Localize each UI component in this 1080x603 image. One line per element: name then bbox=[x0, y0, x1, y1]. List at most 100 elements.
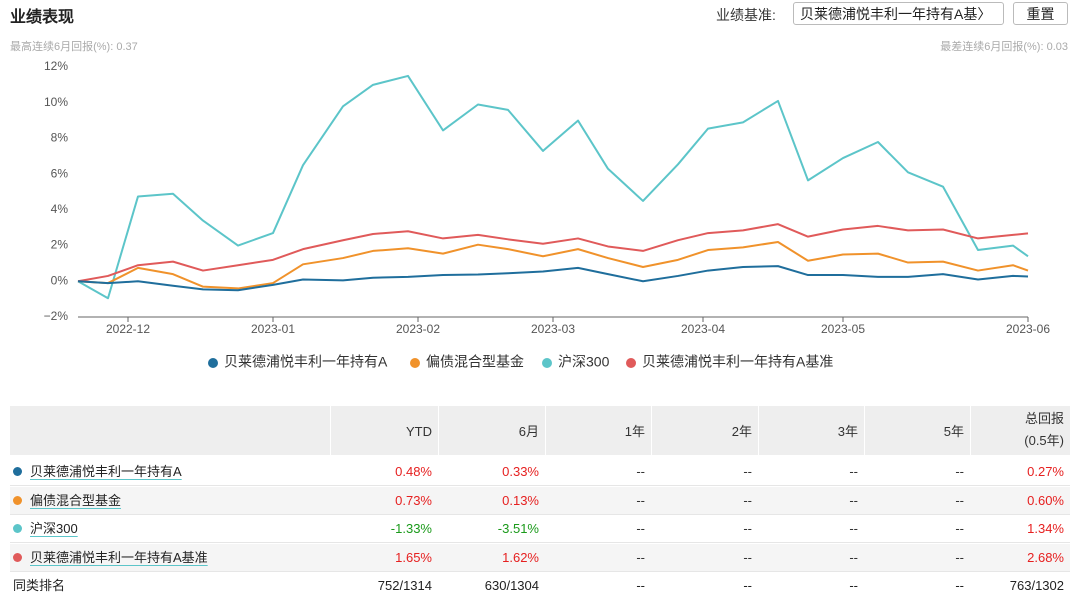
row-value: -- bbox=[743, 549, 752, 565]
legend-dot bbox=[626, 358, 636, 368]
series-line bbox=[77, 241, 1029, 290]
column-header: 2年 bbox=[731, 424, 752, 439]
y-tick-label: −2% bbox=[44, 309, 69, 323]
benchmark-select[interactable]: 贝莱德浦悦丰利一年持有A基〉 bbox=[793, 2, 1004, 25]
row-bg bbox=[10, 543, 1070, 572]
row-dot bbox=[13, 524, 22, 533]
column-header: 总回报 bbox=[1024, 411, 1064, 426]
row-name[interactable]: 贝莱德浦悦丰利一年持有A基准 bbox=[30, 549, 208, 565]
y-tick-label: 8% bbox=[51, 131, 69, 145]
y-tick-label: 10% bbox=[44, 95, 68, 109]
rank-value: 752/1314 bbox=[377, 578, 432, 593]
row-border bbox=[10, 570, 1070, 572]
row-value: 1.65% bbox=[395, 549, 432, 565]
legend-label: 贝莱德浦悦丰利一年持有A bbox=[224, 354, 388, 370]
column-header: 6月 bbox=[518, 424, 539, 439]
column-header: 3年 bbox=[837, 424, 858, 439]
row-name[interactable]: 贝莱德浦悦丰利一年持有A bbox=[30, 464, 182, 479]
y-tick-label: 12% bbox=[44, 59, 68, 73]
rank-value: -- bbox=[955, 578, 964, 593]
legend-dot bbox=[410, 358, 420, 368]
row-value: 0.48% bbox=[395, 464, 432, 479]
col-separator bbox=[330, 406, 331, 455]
y-tick-label: 0% bbox=[51, 273, 69, 287]
row-value: 0.33% bbox=[502, 464, 539, 479]
column-header: (0.5年) bbox=[1024, 433, 1064, 448]
table: YTD 6月 1年 2年 3年 5年 总回报 (0.5年) 贝莱德浦悦丰利一年持有A 0.48% 0… bbox=[10, 406, 1070, 601]
row-value: -- bbox=[955, 549, 964, 565]
col-separator bbox=[651, 406, 652, 455]
row-dot bbox=[13, 495, 22, 505]
row-value: 1.34% bbox=[1027, 521, 1064, 536]
legend-label: 贝莱德浦悦丰利一年持有A基准 bbox=[642, 354, 833, 370]
series-line bbox=[77, 223, 1029, 283]
row-value: 0.73% bbox=[395, 492, 432, 508]
row-value: -- bbox=[743, 492, 752, 508]
row-value: 0.27% bbox=[1027, 464, 1064, 479]
best-6m: 最高连续6月回报(%): 0.37 bbox=[10, 41, 138, 53]
rank-value: 630/1304 bbox=[484, 578, 539, 593]
row-value: -- bbox=[849, 521, 858, 536]
benchmark-label: 业绩基准: bbox=[716, 7, 776, 23]
y-tick-label: 6% bbox=[51, 166, 69, 180]
reset-button[interactable]: 重置 bbox=[1013, 2, 1068, 25]
table-header-bg bbox=[10, 406, 1070, 455]
rank-value: -- bbox=[636, 578, 645, 593]
row-value: -- bbox=[955, 492, 964, 508]
row-name[interactable]: 沪深300 bbox=[30, 521, 78, 536]
row-value: 0.13% bbox=[502, 492, 539, 508]
rank-value: -- bbox=[743, 578, 752, 593]
legend-dot bbox=[208, 358, 218, 368]
row-value: -- bbox=[955, 521, 964, 536]
row-value: -- bbox=[849, 549, 858, 565]
col-separator bbox=[758, 406, 759, 455]
row-value: -- bbox=[636, 464, 645, 479]
x-tick-label: 2023-01 bbox=[251, 322, 295, 336]
row-bg bbox=[10, 486, 1070, 515]
x-tick-label: 2022-12 bbox=[106, 322, 150, 336]
col-separator bbox=[864, 406, 865, 455]
legend-dot bbox=[542, 358, 552, 368]
column-header: 5年 bbox=[943, 424, 964, 439]
row-border bbox=[10, 485, 1070, 486]
row-value: 0.60% bbox=[1027, 492, 1064, 508]
x-tick-label: 2023-03 bbox=[531, 322, 575, 336]
row-value: -- bbox=[743, 464, 752, 479]
series-line bbox=[77, 265, 1029, 292]
rank-value: -- bbox=[849, 578, 858, 593]
rank-label: 同类排名 bbox=[13, 578, 66, 593]
x-tick-label: 2023-02 bbox=[396, 322, 440, 336]
row-value: -1.33% bbox=[390, 521, 432, 536]
row-value: -- bbox=[636, 549, 645, 565]
x-tick-label: 2023-05 bbox=[821, 322, 865, 336]
chart: −2% 0% 2% 4% 6% 8% 10% 12% 2022-12 2023-01 2023-02… bbox=[44, 59, 1051, 370]
legend-label: 沪深300 bbox=[558, 354, 610, 370]
x-tick-label: 2023-06 bbox=[1006, 322, 1050, 336]
worst-6m: 最差连续6月回报(%): 0.03 bbox=[940, 41, 1068, 53]
row-value: -- bbox=[636, 521, 645, 536]
row-border bbox=[10, 542, 1070, 543]
section-title: 业绩表现 bbox=[10, 9, 75, 26]
row-value: -- bbox=[743, 521, 752, 536]
row-value: 1.62% bbox=[502, 549, 539, 565]
row-value: -- bbox=[849, 492, 858, 508]
row-value: -- bbox=[636, 492, 645, 508]
column-header: 1年 bbox=[624, 424, 645, 439]
y-tick-label: 2% bbox=[51, 238, 69, 252]
row-dot bbox=[13, 552, 22, 562]
column-header: YTD bbox=[406, 424, 432, 439]
series-line bbox=[77, 74, 1029, 300]
y-tick-label: 4% bbox=[51, 202, 69, 216]
col-separator bbox=[970, 406, 971, 455]
col-separator bbox=[438, 406, 439, 455]
col-separator bbox=[545, 406, 546, 455]
x-tick-label: 2023-04 bbox=[681, 322, 725, 336]
rank-value: 763/1302 bbox=[1009, 578, 1064, 593]
row-border bbox=[10, 513, 1070, 515]
legend-label: 偏债混合型基金 bbox=[426, 354, 524, 370]
row-value: -- bbox=[849, 464, 858, 479]
row-value: 2.68% bbox=[1027, 549, 1064, 565]
row-dot bbox=[13, 467, 22, 476]
row-name[interactable]: 偏债混合型基金 bbox=[30, 492, 122, 508]
